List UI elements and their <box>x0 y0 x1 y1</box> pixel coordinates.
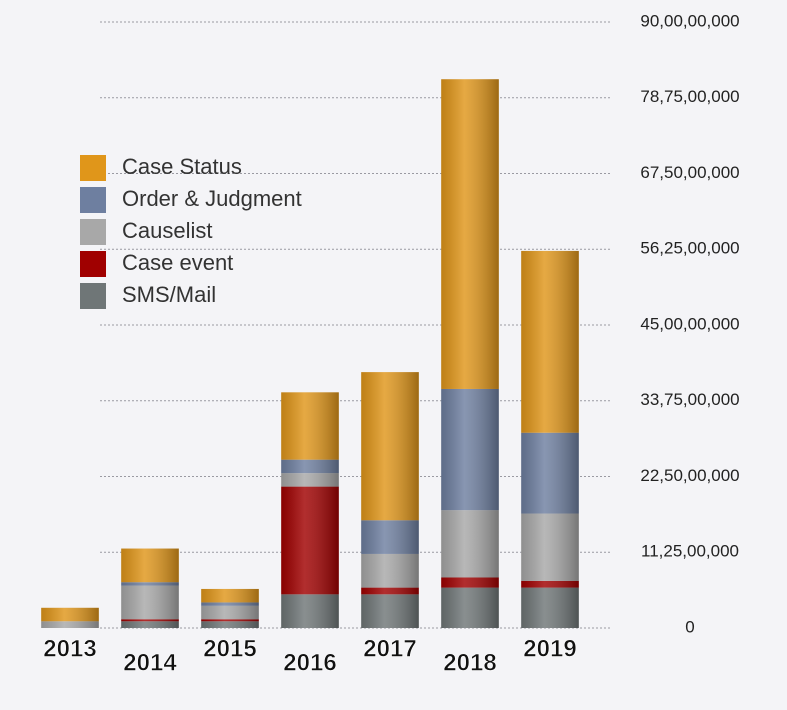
legend-label: Order & Judgment <box>122 186 302 211</box>
y-tick-label: 56,25,00,000 <box>640 239 739 258</box>
legend-swatch <box>80 283 106 309</box>
grid: 0 11,25,00,000 22,50,00,000 33,75,00,000 45,… <box>100 11 740 636</box>
y-tick-label: 67,50,00,000 <box>640 163 739 182</box>
bar-shade <box>201 588 259 628</box>
legend-swatch <box>80 155 106 181</box>
bar-shade <box>121 548 179 628</box>
x-tick-label: 2016 <box>283 649 336 676</box>
legend-swatch <box>80 187 106 213</box>
legend-label: Case Status <box>122 154 242 179</box>
x-tick-label: 2018 <box>443 649 496 676</box>
y-tick-label: 11,25,00,000 <box>641 542 739 561</box>
bars: 2013 2014 2015 2016 2017 2018 2019 <box>41 79 579 677</box>
legend-swatch <box>80 219 106 245</box>
x-tick-label: 2013 <box>43 635 96 662</box>
bar-shade <box>281 392 339 628</box>
x-tick-label: 2014 <box>123 649 177 676</box>
x-tick-label: 2015 <box>203 635 256 662</box>
bar-shade <box>441 79 499 628</box>
bar-shade <box>521 250 579 628</box>
legend-label: SMS/Mail <box>122 282 216 307</box>
legend: Case Status Order & Judgment Causelist Case… <box>80 154 302 309</box>
legend-swatch <box>80 251 106 277</box>
legend-label: Causelist <box>122 218 212 243</box>
y-tick-label: 0 <box>685 617 694 636</box>
x-tick-label: 2017 <box>363 635 416 662</box>
bar-shade <box>41 607 99 628</box>
y-tick-label: 45,00,00,000 <box>640 314 739 333</box>
y-tick-label: 90,00,00,000 <box>640 11 739 30</box>
y-tick-label: 78,75,00,000 <box>640 87 739 106</box>
y-tick-label: 33,75,00,000 <box>640 390 739 409</box>
x-tick-label: 2019 <box>523 635 576 662</box>
bar-shade <box>361 372 419 628</box>
y-tick-label: 22,50,00,000 <box>640 466 739 485</box>
legend-label: Case event <box>122 250 233 275</box>
